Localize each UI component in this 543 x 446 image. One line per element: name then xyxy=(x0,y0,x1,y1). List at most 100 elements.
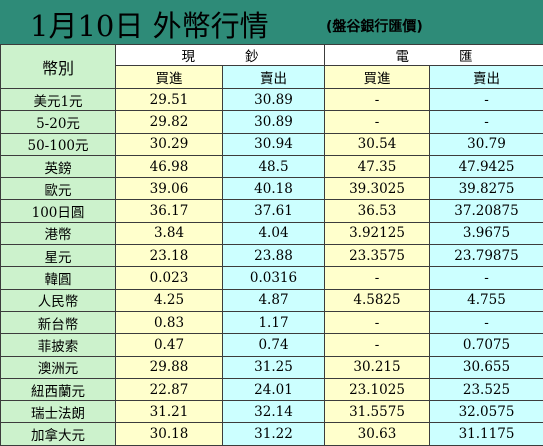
currency-name-cell: 50-100元 xyxy=(1,133,116,155)
page-title: 1月10日 外幣行情 xyxy=(30,3,269,45)
tt-buy-header: 買進 xyxy=(325,66,430,89)
cash-sell-cell: 4.04 xyxy=(223,222,325,244)
cash-buy-cell: 46.98 xyxy=(116,155,223,177)
tt-buy-cell: 47.35 xyxy=(325,155,430,177)
cash-buy-cell: 23.18 xyxy=(116,245,223,267)
currency-name-cell: 紐西蘭元 xyxy=(1,378,116,400)
tt-buy-cell: 23.3575 xyxy=(325,245,430,267)
tt-sell-cell: 23.79875 xyxy=(430,245,543,267)
cash-buy-cell: 0.023 xyxy=(116,267,223,289)
cash-buy-header: 買進 xyxy=(116,66,223,89)
cash-sell-cell: 30.89 xyxy=(223,111,325,133)
tt-sell-cell: 39.8275 xyxy=(430,178,543,200)
tt-buy-cell: 30.54 xyxy=(325,133,430,155)
table-header-row-group: 幣別 現鈔 電匯 xyxy=(1,45,543,66)
cash-buy-cell: 30.29 xyxy=(116,133,223,155)
tt-buy-cell: - xyxy=(325,334,430,356)
cash-buy-cell: 0.83 xyxy=(116,311,223,333)
cash-buy-cell: 30.18 xyxy=(116,423,223,445)
tt-sell-cell: 37.20875 xyxy=(430,200,543,222)
cash-sell-cell: 32.14 xyxy=(223,401,325,423)
currency-name-cell: 瑞士法朗 xyxy=(1,401,116,423)
tt-buy-cell: 3.92125 xyxy=(325,222,430,244)
tt-buy-cell: 30.215 xyxy=(325,356,430,378)
tt-buy-cell: - xyxy=(325,89,430,111)
currency-name-cell: 新台幣 xyxy=(1,311,116,333)
tt-sell-cell: 0.7075 xyxy=(430,334,543,356)
cash-buy-cell: 22.87 xyxy=(116,378,223,400)
currency-name-cell: 菲披索 xyxy=(1,334,116,356)
cash-buy-cell: 29.82 xyxy=(116,111,223,133)
cash-sell-cell: 24.01 xyxy=(223,378,325,400)
tt-sell-cell: 31.1175 xyxy=(430,423,543,445)
cash-sell-cell: 31.25 xyxy=(223,356,325,378)
cash-sell-cell: 30.94 xyxy=(223,133,325,155)
currency-name-cell: 5-20元 xyxy=(1,111,116,133)
currency-name-cell: 韓圓 xyxy=(1,267,116,289)
cash-group-header: 現鈔 xyxy=(116,45,325,66)
tt-buy-cell: 30.63 xyxy=(325,423,430,445)
tt-sell-cell: 47.9425 xyxy=(430,155,543,177)
tt-buy-cell: 36.53 xyxy=(325,200,430,222)
currency-name-cell: 100日圓 xyxy=(1,200,116,222)
tt-sell-cell: - xyxy=(430,89,543,111)
tt-sell-header: 賣出 xyxy=(430,66,543,89)
tt-sell-cell: 23.525 xyxy=(430,378,543,400)
tt-sell-cell: - xyxy=(430,311,543,333)
tt-buy-cell: 31.5575 xyxy=(325,401,430,423)
cash-buy-cell: 29.51 xyxy=(116,89,223,111)
tt-sell-cell: - xyxy=(430,111,543,133)
cash-sell-cell: 4.87 xyxy=(223,289,325,311)
currency-name-cell: 美元1元 xyxy=(1,89,116,111)
currency-header: 幣別 xyxy=(1,45,116,89)
cash-sell-cell: 48.5 xyxy=(223,155,325,177)
cash-sell-cell: 23.88 xyxy=(223,245,325,267)
title-bar: 1月10日 外幣行情 (盤谷銀行匯價) xyxy=(0,0,543,44)
currency-name-cell: 歐元 xyxy=(1,178,116,200)
tt-buy-cell: - xyxy=(325,311,430,333)
tt-buy-cell: - xyxy=(325,111,430,133)
cash-sell-cell: 0.74 xyxy=(223,334,325,356)
tt-sell-cell: - xyxy=(430,267,543,289)
currency-name-cell: 英鎊 xyxy=(1,155,116,177)
cash-sell-header: 賣出 xyxy=(223,66,325,89)
cash-buy-cell: 3.84 xyxy=(116,222,223,244)
cash-buy-cell: 4.25 xyxy=(116,289,223,311)
page-subtitle: (盤谷銀行匯價) xyxy=(326,16,423,36)
tt-sell-cell: 30.79 xyxy=(430,133,543,155)
cash-sell-cell: 31.22 xyxy=(223,423,325,445)
tt-sell-cell: 30.655 xyxy=(430,356,543,378)
currency-name-cell: 港幣 xyxy=(1,222,116,244)
tt-buy-cell: 23.1025 xyxy=(325,378,430,400)
currency-name-cell: 加拿大元 xyxy=(1,423,116,445)
cash-buy-cell: 29.88 xyxy=(116,356,223,378)
tt-buy-cell: 39.3025 xyxy=(325,178,430,200)
cash-sell-cell: 37.61 xyxy=(223,200,325,222)
cash-sell-cell: 1.17 xyxy=(223,311,325,333)
tt-sell-cell: 3.9675 xyxy=(430,222,543,244)
cash-sell-cell: 30.89 xyxy=(223,89,325,111)
tt-sell-cell: 4.755 xyxy=(430,289,543,311)
tt-buy-cell: - xyxy=(325,267,430,289)
telegraphic-group-header: 電匯 xyxy=(325,45,543,66)
cash-sell-cell: 40.18 xyxy=(223,178,325,200)
currency-name-cell: 星元 xyxy=(1,245,116,267)
cash-buy-cell: 36.17 xyxy=(116,200,223,222)
